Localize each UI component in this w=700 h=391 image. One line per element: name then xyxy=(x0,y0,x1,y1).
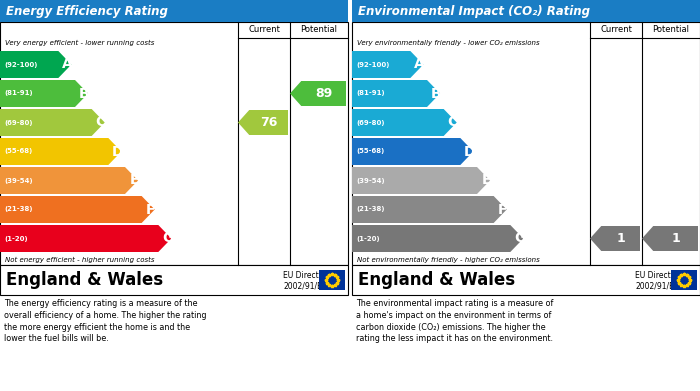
Text: (92-100): (92-100) xyxy=(356,61,389,68)
Text: (69-80): (69-80) xyxy=(4,120,32,126)
Polygon shape xyxy=(238,110,288,135)
Text: A: A xyxy=(62,57,73,72)
Polygon shape xyxy=(0,109,105,136)
Text: E: E xyxy=(482,174,491,188)
Text: (55-68): (55-68) xyxy=(4,149,32,154)
Text: 76: 76 xyxy=(260,116,277,129)
Text: C: C xyxy=(96,115,106,129)
Polygon shape xyxy=(352,51,424,78)
Polygon shape xyxy=(0,167,138,194)
Polygon shape xyxy=(352,225,524,252)
Text: 2002/91/EC: 2002/91/EC xyxy=(283,282,327,291)
Bar xyxy=(0,0,348,22)
Text: EU Directive: EU Directive xyxy=(635,271,682,280)
Polygon shape xyxy=(352,109,456,136)
Text: (81-91): (81-91) xyxy=(4,90,33,97)
Bar xyxy=(352,22,700,265)
Polygon shape xyxy=(352,167,490,194)
Text: (21-38): (21-38) xyxy=(356,206,384,212)
Text: F: F xyxy=(146,203,155,217)
Bar xyxy=(352,0,700,22)
Text: F: F xyxy=(498,203,508,217)
Text: 1: 1 xyxy=(671,232,680,245)
Text: D: D xyxy=(463,145,475,158)
Text: 1: 1 xyxy=(616,232,625,245)
Polygon shape xyxy=(642,226,698,251)
Text: (92-100): (92-100) xyxy=(4,61,37,68)
Text: (21-38): (21-38) xyxy=(4,206,32,212)
Bar xyxy=(671,270,697,290)
Text: Very energy efficient - lower running costs: Very energy efficient - lower running co… xyxy=(5,40,155,46)
Text: (69-80): (69-80) xyxy=(356,120,384,126)
Text: The environmental impact rating is a measure of
a home's impact on the environme: The environmental impact rating is a mea… xyxy=(356,299,554,343)
Text: The energy efficiency rating is a measure of the
overall efficiency of a home. T: The energy efficiency rating is a measur… xyxy=(4,299,206,343)
Text: (81-91): (81-91) xyxy=(356,90,384,97)
Polygon shape xyxy=(590,226,640,251)
Text: B: B xyxy=(79,86,90,100)
Text: 89: 89 xyxy=(315,87,332,100)
Text: Very environmentally friendly - lower CO₂ emissions: Very environmentally friendly - lower CO… xyxy=(357,40,540,46)
Text: C: C xyxy=(448,115,458,129)
Text: 2002/91/EC: 2002/91/EC xyxy=(635,282,679,291)
Polygon shape xyxy=(0,138,121,165)
Text: (39-54): (39-54) xyxy=(356,178,384,183)
Text: D: D xyxy=(112,145,123,158)
Bar xyxy=(0,22,348,265)
Polygon shape xyxy=(0,51,71,78)
Polygon shape xyxy=(352,138,473,165)
Text: Potential: Potential xyxy=(300,25,337,34)
Polygon shape xyxy=(0,225,172,252)
Polygon shape xyxy=(352,80,440,107)
Text: EU Directive: EU Directive xyxy=(283,271,330,280)
Text: Current: Current xyxy=(248,25,280,34)
Text: England & Wales: England & Wales xyxy=(6,271,163,289)
Text: Current: Current xyxy=(600,25,632,34)
Text: Potential: Potential xyxy=(652,25,690,34)
Text: G: G xyxy=(514,231,525,246)
Text: Energy Efficiency Rating: Energy Efficiency Rating xyxy=(6,5,168,18)
Bar xyxy=(352,265,700,295)
Text: (1-20): (1-20) xyxy=(356,235,379,242)
Text: A: A xyxy=(414,57,425,72)
Text: E: E xyxy=(130,174,139,188)
Text: (55-68): (55-68) xyxy=(356,149,384,154)
Text: Environmental Impact (CO₂) Rating: Environmental Impact (CO₂) Rating xyxy=(358,5,590,18)
Polygon shape xyxy=(0,80,88,107)
Bar xyxy=(0,265,348,295)
Text: G: G xyxy=(162,231,173,246)
Text: (1-20): (1-20) xyxy=(4,235,27,242)
Text: B: B xyxy=(430,86,442,100)
Text: (39-54): (39-54) xyxy=(4,178,33,183)
Polygon shape xyxy=(352,196,507,223)
Text: England & Wales: England & Wales xyxy=(358,271,515,289)
Bar xyxy=(319,270,345,290)
Text: Not energy efficient - higher running costs: Not energy efficient - higher running co… xyxy=(5,257,155,263)
Text: Not environmentally friendly - higher CO₂ emissions: Not environmentally friendly - higher CO… xyxy=(357,257,540,263)
Polygon shape xyxy=(290,81,346,106)
Polygon shape xyxy=(0,196,155,223)
